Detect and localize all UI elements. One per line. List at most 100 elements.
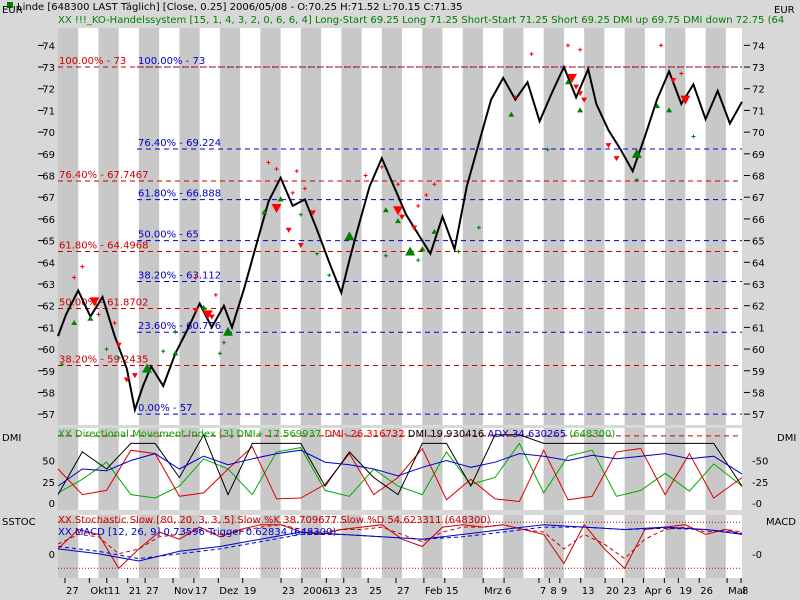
week-stripe	[179, 428, 200, 510]
plus-marker-red	[432, 182, 437, 187]
dmi-series-dmi	[57, 433, 743, 496]
weekly-stripes	[58, 28, 742, 578]
buy-signal-small	[394, 218, 401, 224]
indicator-title: XX !!!_KO-Handelssystem [15, 1, 4, 3, 2,…	[58, 15, 784, 26]
week-stripe	[341, 28, 362, 425]
x-tick-label: 8	[550, 586, 556, 597]
week-stripe	[260, 28, 281, 425]
fib-label-red: 100.00% - 73	[59, 56, 126, 67]
buy-signal-small	[654, 103, 661, 109]
plus-marker-red	[659, 43, 664, 48]
dmi-label-right: DMI	[777, 433, 796, 444]
week-stripe	[138, 28, 160, 425]
stoch-tick-label-left: 0	[49, 550, 55, 561]
week-stripe	[179, 28, 200, 425]
sell-signal-large	[392, 206, 403, 216]
y-tick-label-left: 68	[42, 172, 55, 183]
sell-signal-small	[573, 84, 580, 90]
week-stripe	[543, 515, 564, 578]
y-tick-label-left: 69	[42, 150, 55, 161]
plus-marker-red	[416, 203, 421, 208]
dmi-tick-label-right: -0	[752, 499, 762, 510]
buy-signal-small	[564, 79, 571, 85]
plus-marker-red	[193, 275, 198, 280]
fib-label-blue: 38.20% - 63.112	[138, 271, 221, 282]
plus-marker-green	[634, 177, 639, 182]
sell-signal-small	[309, 210, 316, 216]
x-tick-label: 25	[369, 586, 382, 597]
macd-label-right: MACD	[766, 517, 796, 528]
sell-signal-small	[131, 373, 138, 379]
week-stripe	[98, 428, 119, 510]
sell-signal-small	[613, 156, 620, 162]
dmi-series-dmiplus	[57, 442, 743, 499]
x-tick-label: 6	[505, 586, 511, 597]
dmi-title-part-symbol: (648300)	[569, 429, 615, 440]
plus-marker-green	[217, 351, 222, 356]
sell-signal-small	[297, 242, 304, 248]
y-tick-label-left: 64	[42, 258, 55, 269]
week-stripe	[300, 28, 322, 425]
plus-marker-red	[302, 186, 307, 191]
plus-marker-red	[565, 43, 570, 48]
week-stripe	[665, 28, 686, 425]
dmi-tick-label-left: 25	[42, 478, 55, 489]
y-tick-label-right: 73	[752, 63, 765, 74]
fib-label-blue: 100.00% - 73	[138, 56, 205, 67]
price-gridlines: 100.00% - 73 76.40% - 69.224 61.80% - 66.8…	[58, 56, 742, 437]
week-stripe	[584, 428, 605, 510]
plus-marker-red	[529, 52, 534, 57]
macd-title: XX MACD [12, 26, 9] 0.73596 Trigger 0.62…	[58, 527, 336, 538]
x-tick-label: Feb	[425, 586, 443, 597]
plus-marker-red	[395, 182, 400, 187]
y-tick-label-right: 71	[752, 106, 765, 117]
sell-signal-small	[285, 227, 292, 233]
x-tick-label: 7	[540, 586, 546, 597]
plus-marker-green	[691, 134, 696, 139]
plus-marker-red	[379, 164, 384, 169]
buy-signal-small	[419, 246, 426, 252]
buy-signal-small	[382, 207, 389, 213]
x-tick-label: 26	[700, 586, 713, 597]
plus-marker-red	[294, 169, 299, 174]
y-tick-label-right: 72	[752, 85, 765, 96]
buy-signal-small	[666, 107, 673, 113]
week-stripe	[341, 428, 362, 510]
buy-signal-large	[142, 363, 153, 373]
y-axis: 57 57 58 58 59 59 60 60 61 61 62 62 63 63 64 64 65 65 66 66…	[38, 41, 765, 421]
x-tick-label: 27	[397, 586, 410, 597]
fib-label-blue: 76.40% - 69.224	[138, 138, 221, 149]
plus-marker-red	[213, 292, 218, 297]
plus-marker-red	[513, 95, 518, 100]
week-stripe	[705, 28, 726, 425]
plus-marker-green	[416, 258, 421, 263]
stochastic-macd-panel: 0 -0	[49, 521, 762, 570]
sell-signal-large	[271, 204, 282, 214]
week-stripe	[260, 515, 281, 578]
plus-marker-green	[173, 329, 178, 334]
dmi-tick-label-left: 0	[49, 499, 55, 510]
week-stripe	[219, 28, 241, 425]
fib-label-blue: 50.00% - 65	[138, 230, 199, 241]
week-stripe	[624, 28, 645, 425]
plus-marker-green	[60, 362, 65, 367]
x-tick-label: 21	[129, 586, 142, 597]
plus-marker-red	[679, 71, 684, 76]
y-tick-label-right: 60	[752, 345, 765, 356]
y-tick-label-left: 57	[42, 410, 55, 421]
stoch-series-trigger	[57, 526, 743, 560]
y-tick-label-right: 74	[752, 41, 765, 52]
plus-marker-green	[327, 273, 332, 278]
x-tick-label: 27	[146, 586, 159, 597]
y-tick-label-left: 67	[42, 193, 55, 204]
buy-signal-small	[261, 209, 268, 215]
week-stripe	[624, 428, 645, 510]
plus-marker-green	[298, 212, 303, 217]
week-stripe	[381, 28, 403, 425]
fib-label-blue: 61.80% - 66.888	[138, 189, 221, 200]
plus-marker-red	[424, 193, 429, 198]
y-tick-label-right: 65	[752, 237, 765, 248]
x-tick-label: Mai	[728, 586, 746, 597]
x-tick-label: 23	[282, 586, 295, 597]
plus-marker-green	[315, 251, 320, 256]
